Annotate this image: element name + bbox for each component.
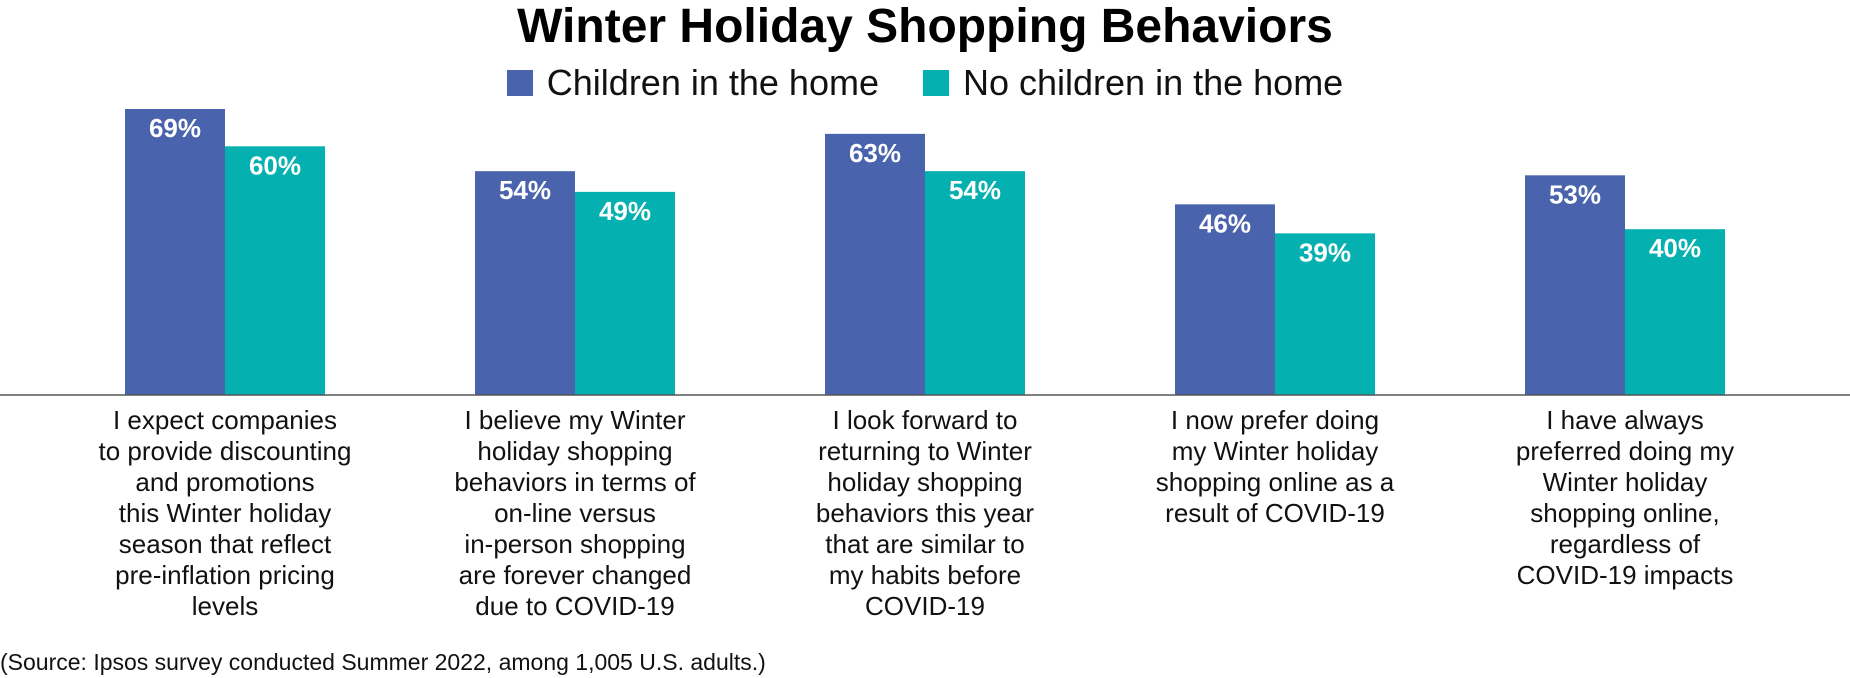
source-note: (Source: Ipsos survey conducted Summer 2… xyxy=(0,649,766,675)
data-label-children-4: 53% xyxy=(1549,179,1601,209)
category-label-3: I now prefer doing my Winter holiday shopp… xyxy=(1156,405,1395,528)
data-label-no-children-4: 40% xyxy=(1649,233,1701,263)
bar-children-1 xyxy=(475,171,575,395)
category-label-0: I expect companies to provide discounting… xyxy=(99,405,352,621)
bar-no-children-0 xyxy=(225,146,325,395)
bar-no-children-2 xyxy=(925,171,1025,395)
bar-no-children-3 xyxy=(1275,233,1375,395)
legend-label-children: Children in the home xyxy=(546,62,879,103)
bar-children-4 xyxy=(1525,175,1625,395)
data-label-children-2: 63% xyxy=(849,138,901,168)
data-label-no-children-3: 39% xyxy=(1299,237,1351,267)
legend-swatch-children xyxy=(506,70,533,96)
data-label-children-0: 69% xyxy=(149,113,201,143)
data-label-no-children-2: 54% xyxy=(949,175,1001,205)
legend: Children in the home No children in the … xyxy=(0,62,1850,104)
data-label-no-children-1: 49% xyxy=(599,196,651,226)
bar-no-children-4 xyxy=(1625,229,1725,395)
bar-children-2 xyxy=(825,133,925,396)
bar-chart-plot: 69% 60% I expect companies to provide disco… xyxy=(0,108,1850,621)
chart-title: Winter Holiday Shopping Behaviors xyxy=(517,0,1333,53)
data-label-children-1: 54% xyxy=(499,175,551,205)
bar-children-3 xyxy=(1175,204,1275,395)
category-label-1: I believe my Winter holiday shopping behav… xyxy=(454,405,696,621)
category-label-2: I look forward to returning to Winter holi… xyxy=(816,405,1035,621)
legend-label-no-children: No children in the home xyxy=(962,62,1344,103)
legend-swatch-no-children xyxy=(922,70,949,96)
data-label-children-3: 46% xyxy=(1199,208,1251,238)
legend-item-no-children: No children in the home xyxy=(922,62,1344,104)
category-label-4: I have always preferred doing my Winter ho… xyxy=(1516,405,1734,590)
data-label-no-children-0: 60% xyxy=(249,150,301,180)
bar-no-children-1 xyxy=(575,191,675,395)
legend-item-children: Children in the home xyxy=(506,62,879,104)
bar-children-0 xyxy=(125,108,225,396)
